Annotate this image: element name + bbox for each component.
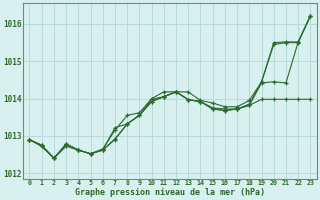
X-axis label: Graphe pression niveau de la mer (hPa): Graphe pression niveau de la mer (hPa) (75, 188, 265, 197)
